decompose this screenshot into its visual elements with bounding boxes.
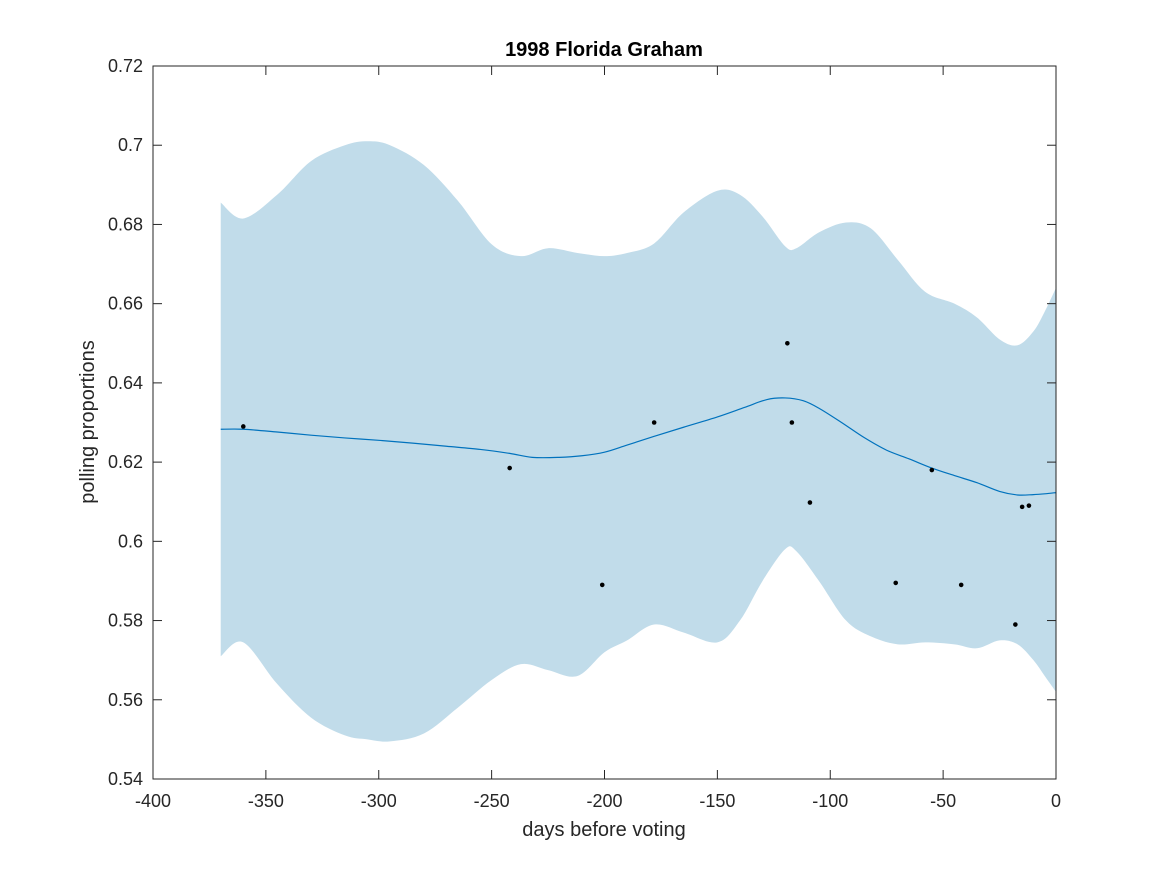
data-point bbox=[785, 340, 790, 346]
data-point bbox=[507, 465, 512, 471]
y-tick-label: 0.6 bbox=[118, 531, 143, 551]
y-tick-label: 0.58 bbox=[108, 611, 143, 631]
x-tick-label: -300 bbox=[361, 791, 397, 811]
y-tick-label: 0.62 bbox=[108, 452, 143, 472]
data-point bbox=[789, 420, 795, 425]
data-point bbox=[929, 467, 935, 473]
y-tick-label: 0.54 bbox=[108, 769, 143, 789]
x-tick-label: 0 bbox=[1051, 791, 1061, 811]
chart-title: 1998 Florida Graham bbox=[505, 39, 703, 61]
data-point bbox=[958, 582, 964, 588]
data-point bbox=[807, 500, 813, 505]
axes bbox=[152, 65, 1057, 780]
y-tick-label: 0.68 bbox=[108, 214, 143, 234]
y-tick-label: 0.56 bbox=[108, 690, 143, 710]
y-tick-label: 0.66 bbox=[108, 294, 143, 314]
x-axis-label: days before voting bbox=[522, 819, 685, 841]
data-points-layer bbox=[241, 340, 1032, 627]
data-point bbox=[893, 580, 899, 586]
x-tick-label: -150 bbox=[699, 791, 735, 811]
y-tick-label: 0.64 bbox=[108, 373, 143, 393]
data-point bbox=[651, 420, 657, 425]
x-tick-label: -200 bbox=[586, 791, 622, 811]
data-point bbox=[1026, 503, 1032, 508]
y-axis-label: polling proportions bbox=[77, 340, 99, 503]
x-tick-label: -250 bbox=[474, 791, 510, 811]
fit-line-layer bbox=[220, 397, 1057, 496]
x-tick-label: -350 bbox=[248, 791, 284, 811]
data-point bbox=[241, 424, 246, 429]
x-tick-label: -400 bbox=[135, 791, 171, 811]
y-tick-label: 0.72 bbox=[108, 56, 143, 76]
x-tick-label: -50 bbox=[930, 791, 956, 811]
data-point bbox=[1019, 504, 1025, 510]
y-tick-label: 0.7 bbox=[118, 135, 143, 155]
x-tick-label: -100 bbox=[812, 791, 848, 811]
tick-labels: -400 -350 -300 -250 -200 -150 -100 -50 0 0.54 0.56… bbox=[108, 56, 1061, 811]
data-point bbox=[1013, 622, 1018, 627]
fit-line bbox=[220, 397, 1057, 496]
data-point bbox=[599, 582, 605, 588]
